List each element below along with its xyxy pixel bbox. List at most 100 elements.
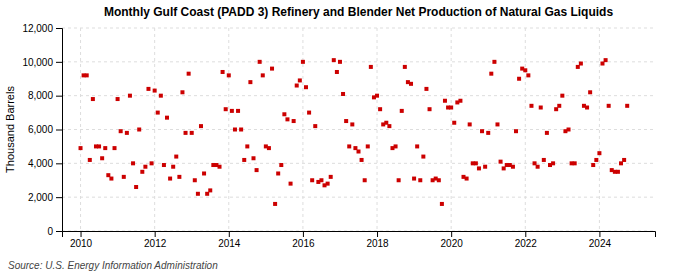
point bbox=[421, 155, 425, 159]
point bbox=[131, 161, 135, 165]
title: Monthly Gulf Coast (PADD 3) Refinery and… bbox=[104, 5, 613, 19]
point bbox=[171, 165, 175, 169]
point bbox=[557, 104, 561, 108]
point bbox=[363, 178, 367, 182]
point bbox=[492, 60, 496, 64]
point bbox=[295, 84, 299, 88]
x-tick-label: 2010 bbox=[70, 238, 93, 249]
x-tick: 2024 bbox=[589, 231, 612, 249]
point bbox=[103, 146, 107, 150]
y-tick-label: 0 bbox=[47, 226, 53, 237]
point bbox=[366, 144, 370, 148]
source: Source: U.S. Energy Information Administ… bbox=[8, 260, 218, 271]
x-axis-line bbox=[63, 232, 656, 238]
point bbox=[335, 70, 339, 74]
point bbox=[542, 158, 546, 162]
point bbox=[412, 177, 416, 181]
x-tick-label: 2012 bbox=[144, 238, 167, 249]
point bbox=[273, 202, 277, 206]
point bbox=[122, 175, 126, 179]
point bbox=[285, 117, 289, 121]
point bbox=[387, 124, 391, 128]
point bbox=[313, 124, 317, 128]
point bbox=[233, 128, 237, 132]
point bbox=[150, 161, 154, 165]
grid-line bbox=[62, 95, 655, 96]
point bbox=[375, 94, 379, 98]
x-tick: 2010 bbox=[70, 231, 93, 249]
point bbox=[483, 165, 487, 169]
point bbox=[279, 163, 283, 167]
point bbox=[159, 94, 163, 98]
point bbox=[347, 144, 351, 148]
point bbox=[267, 146, 271, 150]
y-axis: 02,0004,0006,0008,00010,00012,000 bbox=[22, 23, 62, 237]
grid-line bbox=[62, 197, 655, 198]
x-tick-mark bbox=[451, 231, 452, 237]
grid-line bbox=[154, 28, 155, 231]
point bbox=[119, 129, 123, 133]
point bbox=[499, 160, 503, 164]
point bbox=[409, 82, 413, 86]
point bbox=[134, 185, 138, 189]
point bbox=[202, 171, 206, 175]
point bbox=[242, 158, 246, 162]
point bbox=[591, 163, 595, 167]
point bbox=[137, 128, 141, 132]
point bbox=[357, 149, 361, 153]
point bbox=[190, 131, 194, 135]
point bbox=[248, 80, 252, 84]
x-tick-label: 2018 bbox=[366, 238, 389, 249]
point bbox=[307, 111, 311, 115]
y-tick: 6,000 bbox=[28, 124, 62, 135]
point bbox=[625, 104, 629, 108]
x-tick-mark bbox=[525, 231, 526, 237]
y-tick-mark bbox=[56, 163, 62, 164]
point bbox=[199, 124, 203, 128]
y-tick-mark bbox=[56, 28, 62, 29]
point bbox=[560, 94, 564, 98]
point bbox=[489, 72, 493, 76]
point bbox=[177, 175, 181, 179]
point bbox=[350, 122, 354, 126]
point bbox=[523, 68, 527, 72]
point bbox=[588, 90, 592, 94]
point bbox=[109, 177, 113, 181]
point bbox=[604, 58, 608, 62]
point bbox=[480, 129, 484, 133]
point bbox=[622, 158, 626, 162]
plot: 2010201220142016201820202022202402,0004,… bbox=[22, 23, 655, 249]
point bbox=[536, 165, 540, 169]
y-tick-label: 2,000 bbox=[28, 192, 53, 203]
point bbox=[230, 109, 234, 113]
x-tick-mark bbox=[81, 231, 82, 237]
point bbox=[486, 131, 490, 135]
point bbox=[125, 131, 129, 135]
point bbox=[418, 178, 422, 182]
y-tick-label: 4,000 bbox=[28, 158, 53, 169]
point bbox=[579, 62, 583, 66]
y-tick-mark bbox=[56, 130, 62, 131]
y-tick-label: 12,000 bbox=[22, 23, 53, 34]
y-tick-label: 8,000 bbox=[28, 90, 53, 101]
point bbox=[424, 87, 428, 91]
x-tick-mark bbox=[303, 231, 304, 237]
point bbox=[292, 119, 296, 123]
point bbox=[97, 144, 101, 148]
x-tick: 2012 bbox=[144, 231, 167, 249]
point bbox=[236, 109, 240, 113]
point bbox=[517, 77, 521, 81]
point bbox=[514, 129, 518, 133]
y-axis-title: Thousand Barrels bbox=[4, 86, 16, 173]
point bbox=[573, 161, 577, 165]
x-tick-mark bbox=[155, 231, 156, 237]
point bbox=[174, 155, 178, 159]
point bbox=[116, 97, 120, 101]
point bbox=[511, 165, 515, 169]
x-tick-mark bbox=[599, 231, 600, 237]
point bbox=[369, 65, 373, 69]
x-tick-label: 2016 bbox=[292, 238, 315, 249]
point bbox=[255, 168, 259, 172]
grid-line bbox=[62, 28, 655, 29]
point bbox=[539, 106, 543, 110]
